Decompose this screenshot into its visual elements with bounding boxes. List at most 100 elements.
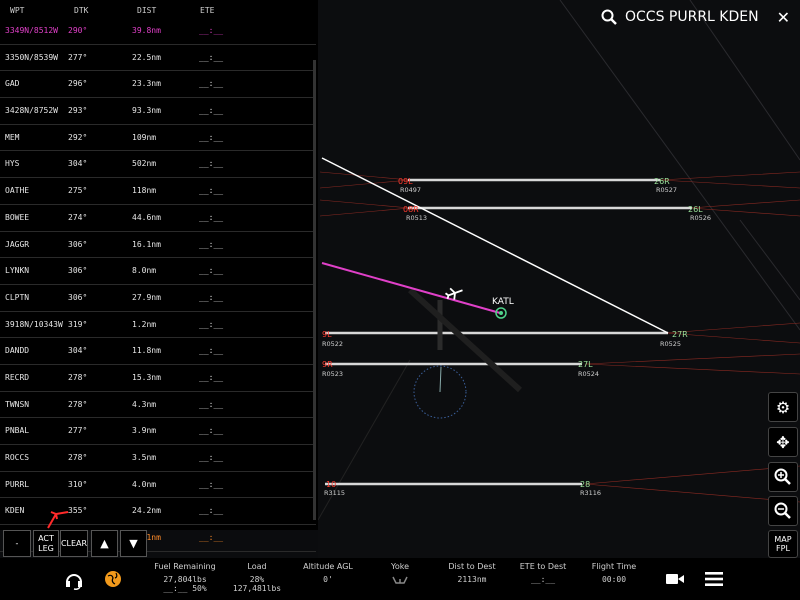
camera-icon[interactable] [665,572,685,586]
flight-plan-panel: WPT DTK DIST ETE 3349N/8512W 290° 39.8nm __… [0,0,319,552]
runway-end-label: 28 [580,480,590,489]
clear-label: CLEAR [60,538,88,548]
row-dtk: 319° [68,319,88,329]
row-ete: __:__ [199,399,224,409]
fuel-label: Fuel Remaining [154,562,216,571]
row-ete: __:__ [199,186,224,196]
row-dtk: 277° [68,52,88,62]
flight-plan-row[interactable]: 3918N/10343W 319° 1.2nm __:__ [0,312,316,339]
flight-plan-row[interactable]: JAGGR 306° 16.1nm __:__ [0,232,316,259]
act-leg-label-2: LEG [38,543,54,553]
search-icon[interactable] [601,9,617,25]
row-dtk: 310° [68,479,88,489]
map-grid-line [559,0,800,331]
flight-plan-header: WPT DTK DIST ETE [0,0,318,20]
runway-code-label: R0527 [656,186,677,194]
header-wpt: WPT [10,6,25,15]
row-dist: 3.9nm [132,426,157,436]
fuel-remaining: Fuel Remaining 27,804lbs __:__ 50% [145,562,225,593]
flight-plan-row[interactable]: LYNKN 306° 8.0nm __:__ [0,258,316,285]
recenter-button[interactable]: ✥ [768,427,798,457]
flight-plan-row[interactable]: RECRD 278° 15.3nm __:__ [0,365,316,392]
row-wpt: JAGGR [5,239,30,249]
agl-label: Altitude AGL [303,562,353,571]
zoom-in-icon [774,468,791,485]
row-ete: __:__ [199,26,224,35]
flight-plan-row[interactable]: 3350N/8539W 277° 22.5nm __:__ [0,45,316,72]
flight-plan-row[interactable]: CLPTN 306° 27.9nm __:__ [0,285,316,312]
runway-code-label: R0522 [322,340,343,348]
runway-end-label: 27L [578,360,593,369]
row-ete: __:__ [199,533,224,543]
minus-button[interactable]: - [3,530,31,557]
flight-plan-row[interactable]: DANDD 304° 11.8nm __:__ [0,338,316,365]
taxiway [407,287,523,393]
flight-plan-row[interactable]: 3428N/8752W 293° 93.3nm __:__ [0,98,316,125]
dist-value: 2113nm [457,575,487,584]
row-dtk: 304° [68,346,88,356]
flight-plan-row[interactable]: KDEN 355° 24.2nm __:__ [0,498,316,526]
row-dist: 27.9nm [132,292,161,302]
row-wpt: LYNKN [5,266,30,276]
active-route-line [321,262,501,314]
headset-icon[interactable] [64,570,84,590]
leg-line [321,157,669,334]
row-ete: __:__ [199,106,224,116]
load-label: Load [247,562,267,571]
act-leg-button[interactable]: ACT LEG [33,530,59,557]
runway-code-label: R0497 [400,186,421,194]
flight-plan-row[interactable]: BOWEE 274° 44.6nm __:__ [0,205,316,232]
row-wpt: OATHE [5,186,30,196]
close-icon[interactable]: ✕ [776,7,790,27]
runway-end-label: 09L [398,177,413,186]
row-wpt: 3349N/8512W [5,26,58,35]
map-view[interactable]: 09L R0497 26R R0527 08R R0513 26L R0526 … [318,0,800,558]
zoom-out-button[interactable] [768,496,798,526]
dist-label: Dist to Dest [448,562,496,571]
menu-icon[interactable] [704,571,724,587]
row-ete: __:__ [199,52,224,62]
flight-plan-row[interactable]: PURRL 310° 4.0nm __:__ [0,472,316,499]
zoom-in-button[interactable] [768,462,798,492]
flight-plan-row[interactable]: OATHE 275° 118nm __:__ [0,178,316,205]
flight-plan-row[interactable]: ROCCS 278° 3.5nm __:__ [0,445,316,472]
row-wpt: TWNSN [5,399,30,409]
dist-to-dest: Dist to Dest 2113nm [432,562,512,584]
runway-code-label: R3115 [324,489,345,497]
runway-code-label: R0525 [660,340,681,348]
row-dist: 1.2nm [132,319,157,329]
compass-rose-icon [413,365,467,419]
flight-plan-scrollbar[interactable] [313,60,316,520]
flight-plan-row[interactable]: HYS 304° 502nm __:__ [0,151,316,179]
flight-plan-row[interactable]: GAD 296° 23.3nm __:__ [0,71,316,99]
ete-to-dest: ETE to Dest __:__ [503,562,583,584]
flight-plan-row[interactable]: PNBAL 277° 3.9nm __:__ [0,418,316,445]
altitude-agl: Altitude AGL 0' [288,562,368,584]
globe-icon[interactable] [104,570,122,588]
row-wpt: MEM [5,132,20,142]
clear-button[interactable]: CLEAR [60,530,88,557]
scroll-up-button[interactable]: ▲ [91,530,118,557]
zoom-out-icon [774,502,791,519]
row-dtk: 278° [68,453,88,462]
row-dist: 3.5nm [132,453,157,462]
settings-gear-button[interactable]: ⚙ [768,392,798,422]
flight-plan-row[interactable]: 3349N/8512W 290° 39.8nm __:__ [0,18,316,45]
load-weight: 127,481lbs [232,584,282,593]
row-dist: 109nm [132,132,157,142]
scroll-down-button[interactable]: ▼ [120,530,147,557]
route-search-bar[interactable]: OCCS PURRL KDEN ✕ [601,0,800,34]
airport-marker[interactable] [495,307,507,319]
flight-plan-row[interactable]: TWNSN 278° 4.3nm __:__ [0,392,316,419]
row-dist: 8.0nm [132,266,157,276]
row-dist: 23.3nm [132,79,161,89]
row-dist: 22.5nm [132,52,161,62]
map-fpl-button[interactable]: MAP FPL [768,530,798,558]
row-dtk: 306° [68,292,88,302]
map-fpl-label-2: FPL [776,544,790,553]
runway-code-label: R0524 [578,370,599,378]
flight-plan-row[interactable]: MEM 292° 109nm __:__ [0,125,316,152]
runway-code-label: R0523 [322,370,343,378]
row-ete: __:__ [199,132,224,142]
route-title[interactable]: OCCS PURRL KDEN [625,9,759,25]
